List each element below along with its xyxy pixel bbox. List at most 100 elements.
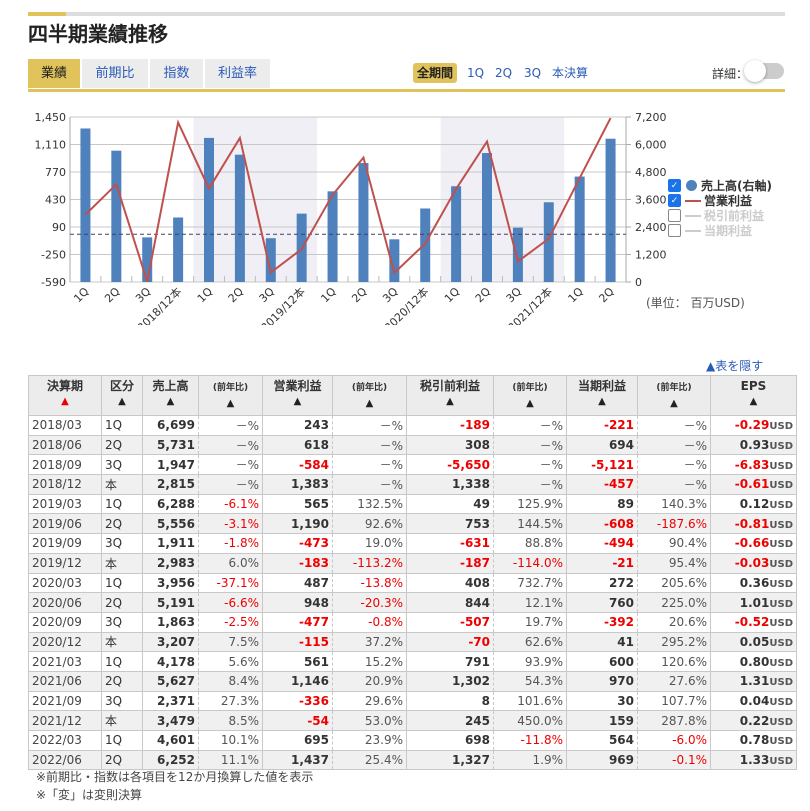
cell-eps: -6.83USD [710, 454, 797, 476]
sort-arrow-icon[interactable]: ▲ [598, 396, 606, 407]
left-tick-label: 770 [45, 166, 66, 179]
cell-pretax-yoy: 450.0% [493, 710, 567, 731]
cell-eps: 1.31USD [710, 670, 797, 692]
table-row: 2020/12 本 3,207 7.5% -115 37.2% -70 62.6% 41 295.… [28, 631, 797, 653]
header-label: (前年比) [656, 383, 692, 393]
tab-results[interactable]: 業績 [28, 59, 80, 88]
cell-value: 92.6% [364, 516, 403, 531]
period-1q[interactable]: 1Q [467, 66, 485, 80]
cell-sales: 4,178 [142, 651, 199, 672]
column-header[interactable]: 営業利益 ▲ [262, 375, 333, 416]
sort-arrow-icon[interactable]: ▲ [446, 396, 454, 407]
sort-arrow-icon[interactable]: ▲ [118, 396, 126, 407]
legend-item-net-profit[interactable]: 当期利益 [668, 223, 772, 238]
column-header[interactable]: 税引前利益 ▲ [406, 375, 494, 416]
column-header[interactable]: (前年比) ▲ [637, 375, 711, 416]
sort-arrow-icon[interactable]: ▲ [166, 396, 175, 407]
tab-period-change[interactable]: 前期比 [82, 59, 148, 88]
sort-arrow-icon[interactable]: ▲ [365, 398, 374, 409]
checkbox-icon[interactable]: ✓ [668, 179, 681, 192]
cell-value: 2018/09 [32, 457, 82, 472]
period-2q[interactable]: 2Q [495, 66, 513, 80]
cell-value: 1,863 [157, 615, 195, 630]
cell-sales-yoy: -6.6% [198, 592, 263, 613]
cell-net-yoy: 90.4% [637, 533, 711, 554]
checkbox-icon[interactable] [668, 224, 681, 237]
line-icon [685, 229, 701, 232]
column-header[interactable]: 区分 ▲ [101, 375, 143, 416]
cell-value: 本 [105, 556, 118, 571]
table-row: 2022/03 1Q 4,601 10.1% 695 23.9% 698 -11.8% 564 -… [28, 730, 797, 751]
legend-item-sales[interactable]: ✓ 売上高(右軸) [668, 178, 772, 193]
cell-net: -21 [566, 552, 638, 574]
right-tick-label: 6,000 [635, 139, 667, 152]
table-row: 2019/03 1Q 6,288 -6.1% 565 132.5% 49 125.9% 89 14… [28, 493, 797, 515]
x-tick-label: 1Q [566, 285, 587, 306]
cell-value: 1,302 [452, 674, 490, 689]
eps-unit: USD [769, 696, 793, 708]
period-annual[interactable]: 本決算 [552, 66, 589, 80]
column-header[interactable]: 売上高 ▲ [142, 375, 199, 416]
cell-type: 3Q [101, 690, 143, 712]
cell-value: -37.1% [216, 575, 259, 590]
column-header[interactable]: (前年比) ▲ [198, 375, 263, 416]
cell-net: 272 [566, 572, 638, 594]
period-all[interactable]: 全期間 [413, 63, 458, 83]
tab-margin[interactable]: 利益率 [205, 59, 270, 88]
sort-arrow-icon[interactable]: ▲ [749, 396, 758, 407]
legend-item-pretax-profit[interactable]: 税引前利益 [668, 208, 772, 223]
detail-toggle[interactable] [744, 60, 784, 82]
sort-arrow-icon[interactable]: ▲ [61, 396, 69, 407]
cell-value: －% [379, 458, 403, 473]
sales-bar [482, 153, 492, 282]
cell-type: 2Q [101, 749, 143, 771]
sort-arrow-icon[interactable]: ▲ [226, 398, 235, 409]
cell-value: －% [539, 477, 563, 492]
cell-value: -0.03 [734, 556, 770, 571]
cell-value: 8 [481, 693, 490, 708]
cell-op-yoy: 37.2% [332, 631, 407, 653]
cell-value: 2021/09 [32, 693, 82, 708]
column-header[interactable]: 決算期 ▲ [28, 375, 102, 416]
cell-value: 20.6% [668, 615, 707, 630]
cell-type: 3Q [101, 611, 143, 633]
cell-op-profit: 948 [262, 592, 333, 613]
period-3q[interactable]: 3Q [524, 66, 542, 80]
cell-pretax-yoy: 1.9% [493, 749, 567, 771]
cell-op-profit: -473 [262, 533, 333, 554]
cell-value: -6.6% [224, 595, 259, 610]
checkbox-icon[interactable] [668, 209, 681, 222]
cell-value: 1,911 [157, 536, 195, 551]
hide-table-link[interactable]: ▲表を隠す [706, 359, 764, 373]
sales-bar [204, 137, 214, 282]
cell-value: 6,252 [157, 753, 195, 768]
sort-arrow-icon[interactable]: ▲ [293, 396, 302, 407]
checkbox-icon[interactable]: ✓ [668, 194, 681, 207]
sort-arrow-icon[interactable]: ▲ [526, 398, 534, 409]
cell-value: 132.5% [357, 497, 403, 512]
cell-pretax-yoy: 732.7% [493, 572, 567, 594]
cell-value: －% [539, 418, 563, 433]
cell-op-profit: -183 [262, 552, 333, 574]
cell-value: 6.0% [228, 556, 260, 571]
cell-sales: 5,556 [142, 513, 199, 535]
column-header[interactable]: (前年比) ▲ [493, 375, 567, 416]
cell-sales: 5,627 [142, 670, 199, 692]
table-row: 2020/03 1Q 3,956 -37.1% 487 -13.8% 408 732.7% 27… [28, 572, 797, 594]
cell-value: 27.6% [668, 674, 707, 689]
eps-unit: USD [769, 500, 793, 512]
legend-item-operating-profit[interactable]: ✓ 営業利益 [668, 193, 772, 208]
top-accent-bar [28, 12, 785, 16]
column-header[interactable]: EPS ▲ [710, 375, 797, 416]
column-header[interactable]: 当期利益 ▲ [566, 375, 638, 416]
cell-sales-yoy: －% [198, 474, 263, 495]
column-header[interactable]: (前年比) ▲ [332, 375, 407, 416]
cell-sales-yoy: 6.0% [198, 552, 263, 574]
sort-arrow-icon[interactable]: ▲ [670, 398, 678, 409]
tab-index[interactable]: 指数 [150, 59, 203, 88]
cell-value: 2019/06 [32, 516, 82, 531]
cell-value: -2.5% [224, 615, 259, 630]
cell-value: 0.80 [739, 654, 770, 669]
cell-value: 11.1% [220, 753, 259, 768]
eps-unit: USD [769, 559, 793, 571]
